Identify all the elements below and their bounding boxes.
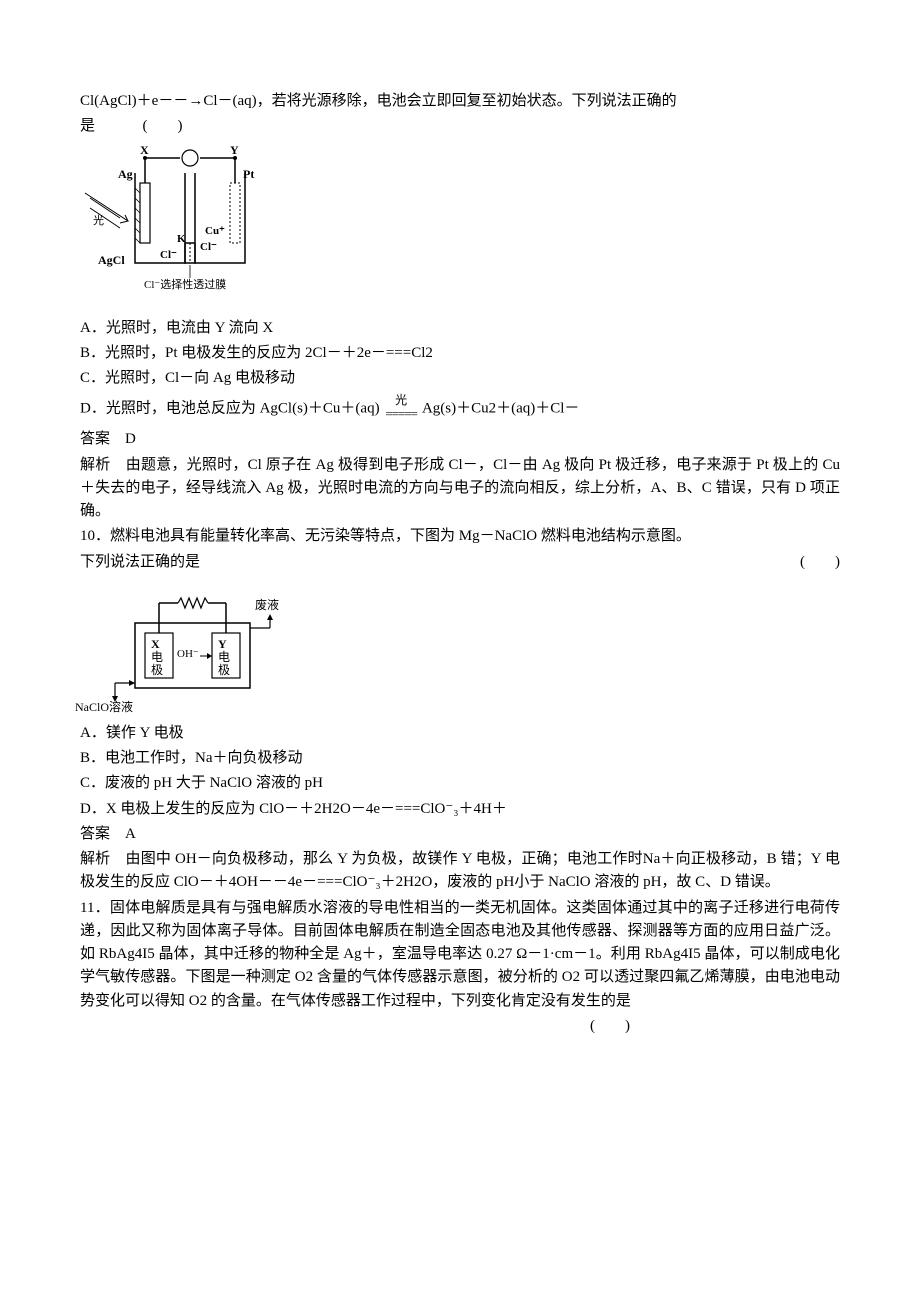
q10-stem2: 下列说法正确的是 ( ) [80, 551, 840, 574]
q10-explain: 解析 由图中 OH－向负极移动，那么 Y 为负极，故镁作 Y 电极，正确；电池工… [80, 848, 840, 895]
q9-optD-over-top: 光 [385, 394, 417, 406]
d1-y: Y [230, 141, 239, 160]
d1-cu: Cu⁺ [205, 223, 225, 240]
d2-waste: 废液 [255, 596, 279, 615]
d1-ag: Ag [118, 165, 133, 184]
q9-optD-over: 光 ===== [385, 394, 417, 420]
q9-optA: A．光照时，电流由 Y 流向 X [80, 317, 840, 340]
q9-tail-prefix: 是 [80, 118, 95, 134]
q9-optD-pre: D．光照时，电池总反应为 AgCl(s)＋Cu＋(aq) [80, 401, 383, 417]
d2-oh: OH⁻ [177, 646, 199, 663]
q9-optB: B．光照时，Pt 电极发生的反应为 2Cl－＋2e－===Cl2 [80, 342, 840, 365]
d1-membrane: Cl⁻选择性透过膜 [144, 277, 226, 294]
d2-naclo: NaClO溶液 [75, 698, 133, 717]
q9-optC: C．光照时，Cl－向 Ag 电极移动 [80, 367, 840, 390]
q9-optD-post: Ag(s)＋Cu2＋(aq)＋Cl－ [422, 401, 580, 417]
q10-optC: C．废液的 pH 大于 NaClO 溶液的 pH [80, 772, 840, 795]
d1-agcl: AgCl [98, 251, 125, 270]
q9-answer: 答案 D [80, 428, 840, 451]
q9-diagram: X Y Ag Pt 光 AgCl K Cu⁺ Cl⁻ Cl⁻ Cl⁻选择性透过膜 [80, 143, 280, 313]
q11-blank-line: ( ) [80, 1015, 840, 1038]
d1-x: X [140, 141, 149, 160]
q10-optD: D．X 电极上发生的反应为 ClO－＋2H2O－4e－===ClO⁻₃＋4H＋ [80, 798, 840, 821]
d2-y3: 极 [218, 661, 230, 680]
q9-tail-line2: 是 ( ) [80, 115, 840, 138]
q10-answer: 答案 A [80, 823, 840, 846]
q9-blank: ( ) [143, 118, 183, 134]
d1-cl2: Cl⁻ [200, 239, 217, 256]
q9-tail-line1: Cl(AgCl)＋e－－→Cl－(aq)，若将光源移除，电池会立即回复至初始状态… [80, 90, 840, 113]
q10-blank: ( ) [800, 551, 840, 574]
q10-stem1: 10．燃料电池具有能量转化率高、无污染等特点，下图为 Mg－NaClO 燃料电池… [80, 525, 840, 548]
q10-diagram: X 电 极 Y 电 极 OH⁻ 废液 NaClO溶液 [80, 578, 310, 718]
d2-x3: 极 [151, 661, 163, 680]
d1-cl1: Cl⁻ [160, 247, 177, 264]
q10-optA: A．镁作 Y 电极 [80, 722, 840, 745]
q9-optD-over-bot: ===== [385, 406, 417, 420]
q9-optD: D．光照时，电池总反应为 AgCl(s)＋Cu＋(aq) 光 ===== Ag(… [80, 396, 840, 422]
q10-stem2-prefix: 下列说法正确的是 [80, 551, 200, 574]
q10-optB: B．电池工作时，Na＋向负极移动 [80, 747, 840, 770]
q11-stem: 11．固体电解质是具有与强电解质水溶液的导电性相当的一类无机固体。这类固体通过其… [80, 897, 840, 1013]
d1-light: 光 [93, 213, 104, 230]
d1-k: K [177, 231, 186, 248]
d1-pt: Pt [243, 165, 254, 184]
q11-blank: ( ) [590, 1018, 630, 1034]
q9-explain: 解析 由题意，光照时，Cl 原子在 Ag 极得到电子形成 Cl－，Cl－由 Ag… [80, 454, 840, 524]
